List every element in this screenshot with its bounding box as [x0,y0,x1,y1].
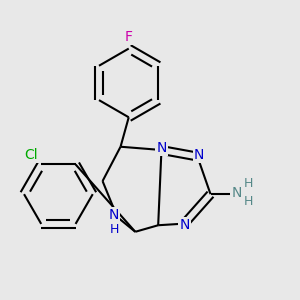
Text: N: N [156,141,167,155]
Text: N: N [179,218,190,232]
Text: N: N [194,148,204,162]
Text: H: H [244,195,254,208]
Text: F: F [125,30,133,44]
Text: Cl: Cl [25,148,38,162]
Text: H: H [244,177,254,190]
Text: H: H [109,223,119,236]
Text: N: N [232,185,242,200]
Text: N: N [109,208,119,222]
